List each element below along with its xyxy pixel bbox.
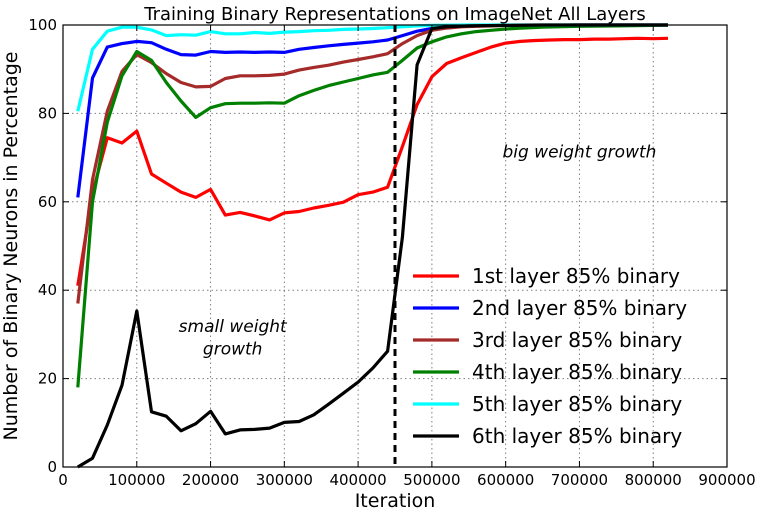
y-tick-label: 20 bbox=[38, 370, 57, 388]
legend-label-5: 5th layer 85% binary bbox=[472, 392, 682, 416]
x-tick-label: 800000 bbox=[625, 471, 682, 489]
y-tick-label: 80 bbox=[38, 104, 57, 122]
y-tick-label: 100 bbox=[28, 16, 57, 34]
y-tick-label: 0 bbox=[47, 458, 57, 476]
x-tick-label: 0 bbox=[58, 471, 68, 489]
y-tick-label: 40 bbox=[38, 281, 57, 299]
x-tick-label: 400000 bbox=[329, 471, 386, 489]
x-tick-label: 900000 bbox=[698, 471, 755, 489]
x-axis-title: Iteration bbox=[355, 490, 436, 512]
x-tick-label: 700000 bbox=[551, 471, 608, 489]
annotation-big-weight-growth: big weight growth bbox=[502, 143, 656, 163]
y-tick-label: 60 bbox=[38, 193, 57, 211]
legend-label-4: 4th layer 85% binary bbox=[472, 360, 682, 384]
plot-frame bbox=[62, 24, 728, 468]
x-tick-label: 500000 bbox=[403, 471, 460, 489]
legend-label-6: 6th layer 85% binary bbox=[472, 424, 682, 448]
x-tick-label: 100000 bbox=[108, 471, 165, 489]
x-tick-label: 600000 bbox=[477, 471, 534, 489]
legend-label-1: 1st layer 85% binary bbox=[472, 264, 680, 288]
x-tick-label: 200000 bbox=[182, 471, 239, 489]
annotation-growth: growth bbox=[203, 339, 263, 359]
series-line-1 bbox=[76, 36, 669, 287]
legend-label-3: 3rd layer 85% binary bbox=[472, 328, 682, 352]
series-line-4 bbox=[76, 23, 669, 388]
legend-label-2: 2nd layer 85% binary bbox=[472, 296, 687, 320]
x-tick-label: 300000 bbox=[256, 471, 313, 489]
annotation-small-weight: small weight bbox=[179, 317, 288, 337]
chart-title: Training Binary Representations on Image… bbox=[143, 4, 646, 25]
y-axis-title: Number of Binary Neurons in Percentage bbox=[0, 52, 22, 441]
legend: 1st layer 85% binary 2nd layer 85% binary… bbox=[413, 264, 687, 448]
axis-ticks: 0 100000 200000 300000 400000 500000 600000 700… bbox=[28, 16, 755, 489]
